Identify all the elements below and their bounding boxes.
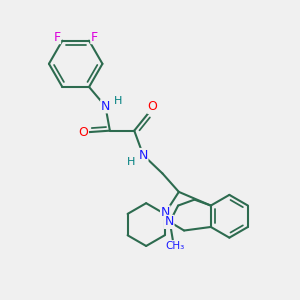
Text: N: N (160, 206, 170, 219)
Text: F: F (53, 31, 61, 44)
Text: N: N (164, 215, 174, 228)
Text: O: O (79, 126, 88, 139)
Text: H: H (127, 158, 136, 167)
Text: N: N (139, 148, 148, 161)
Text: O: O (148, 100, 158, 113)
Text: F: F (91, 31, 98, 44)
Text: N: N (101, 100, 110, 113)
Text: CH₃: CH₃ (166, 241, 185, 251)
Text: H: H (114, 96, 122, 106)
